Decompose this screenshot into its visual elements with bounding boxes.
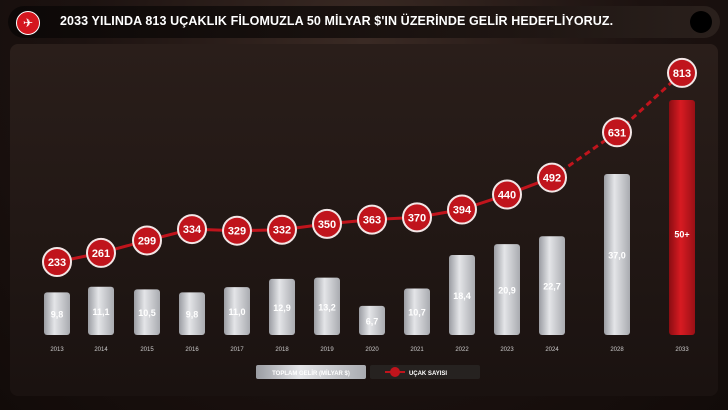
aircraft-marker [177,214,207,245]
aircraft-marker [86,237,116,268]
x-tick-label: 2015 [140,347,154,353]
revenue-label: 11,1 [92,307,109,317]
aircraft-marker [267,214,297,245]
aircraft-marker [537,162,567,193]
aircraft-count-label: 332 [273,225,291,237]
aircraft-marker [602,117,632,148]
aircraft-count-label: 370 [408,212,426,224]
x-tick-label: 2028 [610,347,624,353]
revenue-bar [449,254,475,335]
x-tick-label: 2016 [185,347,199,353]
revenue-label: 6,7 [366,316,379,326]
revenue-label: 18,4 [453,291,471,301]
revenue-label: 9,8 [186,310,199,320]
revenue-label: 13,2 [318,302,336,312]
x-tick-label: 2020 [365,347,379,353]
revenue-label: 50+ [674,230,689,240]
aircraft-count-label: 261 [92,248,110,260]
aircraft-marker [667,57,697,88]
aircraft-marker [132,225,162,256]
aircraft-count-label: 394 [453,205,472,217]
revenue-bar [404,288,430,335]
revenue-label: 11,0 [228,307,245,317]
aircraft-marker [312,208,342,239]
revenue-bar [179,292,205,335]
legend: TOPLAM GELİR (MİLYAR $) UÇAK SAYISI [256,365,480,379]
legend-aircraft-label: UÇAK SAYISI [409,371,447,377]
revenue-bar [44,292,70,335]
x-tick-label: 2019 [320,347,334,353]
revenue-label: 20,9 [498,286,516,296]
x-tick-label: 2023 [500,347,514,353]
page-title: 2033 YILINDA 813 UÇAKLIK FİLOMUZLA 50 Mİ… [60,14,614,28]
revenue-label: 10,7 [408,308,426,318]
turkish-airlines-logo-icon: ✈ [16,11,40,35]
aircraft-count-label: 440 [498,190,516,202]
revenue-label: 10,5 [138,308,156,318]
aircraft-count-label: 329 [228,226,246,238]
aircraft-count-label: 492 [543,173,561,185]
aircraft-marker [402,202,432,233]
legend-revenue-label: TOPLAM GELİR (MİLYAR $) [272,370,350,377]
aircraft-count-label: 334 [183,224,202,236]
revenue-label: 12,9 [273,303,291,313]
circle-icon [690,11,712,33]
x-tick-label: 2021 [410,347,424,353]
x-tick-label: 2024 [545,347,559,353]
x-tick-label: 2022 [455,347,469,353]
aircraft-count-label: 299 [138,235,156,247]
aircraft-marker [357,204,387,235]
x-tick-label: 2014 [94,347,108,353]
revenue-bar [269,278,295,335]
revenue-bar [669,100,695,335]
x-tick-label: 2018 [275,347,289,353]
x-tick-label: 2033 [675,347,689,353]
revenue-label: 22,7 [543,282,561,292]
revenue-label: 9,8 [51,310,64,320]
revenue-bar [539,236,565,335]
revenue-bar [604,174,630,335]
revenue-label: 37,0 [608,251,626,261]
aircraft-count-label: 350 [318,219,336,231]
aircraft-marker [222,215,252,246]
x-tick-label: 2017 [230,347,244,353]
revenue-bar [134,289,160,335]
aircraft-count-label: 631 [608,127,626,139]
revenue-bar [314,277,340,335]
revenue-bar [494,244,520,335]
aircraft-marker [492,179,522,210]
header-bar: ✈ 2033 YILINDA 813 UÇAKLIK FİLOMUZLA 50 … [8,6,720,38]
revenue-bar [88,286,114,335]
legend-marker-icon [390,367,400,377]
aircraft-count-label: 233 [48,257,66,269]
x-tick-label: 2013 [50,347,64,353]
revenue-bar [224,287,250,335]
aircraft-count-label: 363 [363,215,381,227]
aircraft-marker [447,194,477,225]
aircraft-count-label: 813 [673,68,691,80]
legend-bar-swatch [256,365,366,379]
aircraft-marker [42,247,72,277]
revenue-bar [359,305,385,335]
